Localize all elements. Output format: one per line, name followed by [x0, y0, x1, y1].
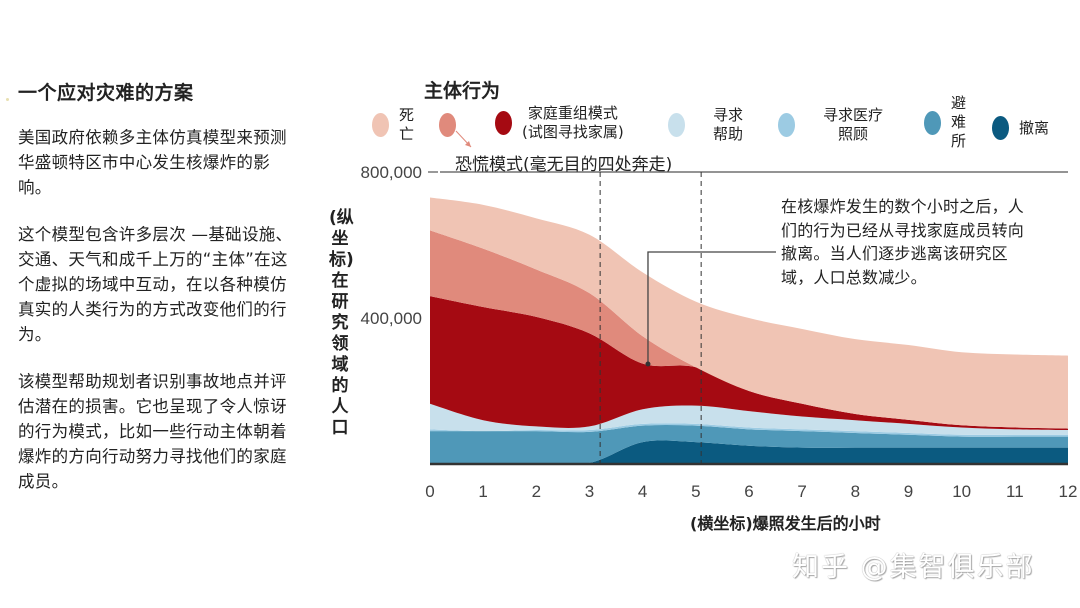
x-tick-label: 9	[904, 482, 913, 501]
y-tick-label: 400,000	[361, 309, 422, 328]
area-shelter	[430, 425, 1068, 465]
legend-label-help: 寻求 帮助	[713, 106, 744, 143]
area-layers	[430, 197, 1068, 465]
watermark: 知乎 @集智俱乐部	[792, 552, 1035, 583]
legend-swatch-family	[495, 111, 512, 135]
area-help	[430, 403, 1068, 435]
legend-swatch-panic	[439, 113, 456, 137]
x-tick-label: 12	[1059, 482, 1078, 501]
decorative-dot	[6, 98, 9, 101]
legend-item-shelter: 避难所	[924, 94, 966, 151]
legend-label-family: 家庭重组模式 (试图寻找家属)	[522, 104, 624, 141]
legend-item-help: 寻求 帮助	[668, 106, 743, 144]
legend-item-evacuation: 撤离	[992, 116, 1049, 140]
x-tick-label: 0	[425, 482, 434, 501]
x-tick-label: 8	[851, 482, 860, 501]
annotation-text: 在核爆炸发生的数个小时之后，人们的行为已经从寻找家庭成员转向撤离。当人们逐步逃离…	[781, 197, 1025, 287]
legend-item-family: 家庭重组模式 (试图寻找家属)	[495, 104, 624, 142]
legend-swatch-medical	[778, 113, 795, 137]
y-axis-label: (纵坐标)在研究领域的人口	[329, 208, 354, 438]
legend-label-evacuation: 撤离	[1019, 118, 1050, 137]
intro-title: 一个应对灾难的方案	[18, 82, 194, 104]
panic-legend-arrowhead	[465, 141, 471, 147]
area-family	[430, 296, 1068, 431]
intro-paragraph-3: 该模型帮助规划者识别事故地点并评估潜在的损害。它也呈现了令人惊讶的行为模式，比如…	[18, 372, 287, 491]
legend-label-medical: 寻求医疗 照顾	[823, 106, 884, 143]
area-medical	[430, 423, 1068, 437]
y-tick-label: 800,000	[361, 163, 422, 182]
legend-item-death: 死亡	[372, 106, 414, 144]
intro-panel: 一个应对灾难的方案 美国政府依赖多主体仿真模型来预测华盛顿特区市中心发生核爆炸的…	[18, 78, 303, 516]
intro-paragraph-1: 美国政府依赖多主体仿真模型来预测华盛顿特区市中心发生核爆炸的影响。	[18, 128, 287, 197]
x-tick-label: 10	[952, 482, 971, 501]
x-tick-label: 4	[638, 482, 647, 501]
legend-swatch-shelter	[924, 110, 941, 135]
legend-swatch-help	[668, 113, 685, 137]
x-tick-label: 5	[691, 482, 700, 501]
axes	[430, 130, 1068, 466]
legend-swatch-evacuation	[992, 116, 1009, 140]
annotation-dot	[645, 361, 651, 367]
legend-label-shelter: 避难所	[951, 94, 967, 150]
annotation-leader	[647, 251, 776, 364]
area-death	[430, 197, 1068, 429]
legend-item-medical: 寻求医疗 照顾	[778, 106, 883, 144]
intro-paragraph-2: 这个模型包含许多层次 —基础设施、交通、天气和成千上万的“主体”在这个虚拟的场域…	[18, 225, 293, 344]
x-tick-label: 1	[478, 482, 487, 501]
area-evacuation	[430, 440, 1068, 465]
x-axis-label: (横坐标)爆照发生后的小时	[690, 514, 881, 533]
legend-item-panic	[439, 113, 456, 137]
x-tick-label: 7	[797, 482, 806, 501]
x-tick-label: 11	[1006, 482, 1024, 501]
legend-swatch-death	[372, 113, 389, 137]
chart-title: 主体行为	[424, 80, 501, 102]
legend-label-panic: 恐慌模式(毫无目的四处奔走)	[455, 155, 673, 175]
legend-label-death: 死亡	[399, 106, 415, 143]
x-tick-label: 6	[744, 482, 753, 501]
x-tick-label: 2	[532, 482, 541, 501]
x-tick-label: 3	[585, 482, 594, 501]
